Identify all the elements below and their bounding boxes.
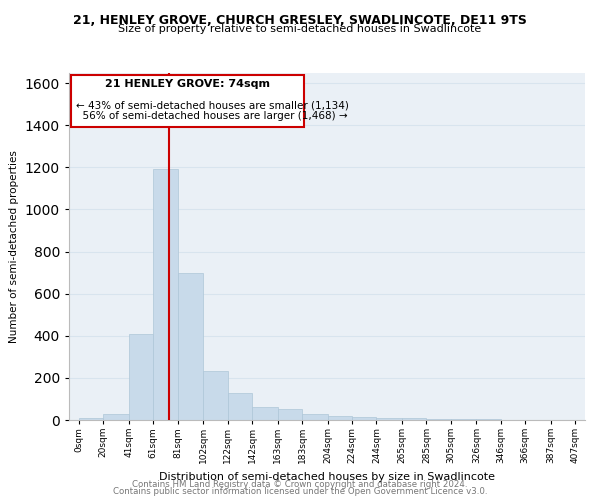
Bar [352,417,376,420]
Bar [451,419,476,420]
Bar [252,408,278,420]
Text: Contains HM Land Registry data © Crown copyright and database right 2024.: Contains HM Land Registry data © Crown c… [132,480,468,489]
Bar [178,272,203,420]
Bar [278,410,302,420]
Bar [129,334,153,420]
Bar [203,370,227,420]
Y-axis label: Number of semi-detached properties: Number of semi-detached properties [9,150,19,342]
X-axis label: Distribution of semi-detached houses by size in Swadlincote: Distribution of semi-detached houses by … [159,472,495,482]
Bar [302,414,328,420]
Bar [376,418,402,420]
Text: Contains public sector information licensed under the Open Government Licence v3: Contains public sector information licen… [113,487,487,496]
Bar [153,170,178,420]
Bar [328,416,352,420]
Text: ← 43% of semi-detached houses are smaller (1,134): ← 43% of semi-detached houses are smalle… [76,100,349,110]
Bar [227,392,252,420]
Bar [402,418,427,420]
Text: 56% of semi-detached houses are larger (1,468) →: 56% of semi-detached houses are larger (… [76,110,348,120]
Text: 21, HENLEY GROVE, CHURCH GRESLEY, SWADLINCOTE, DE11 9TS: 21, HENLEY GROVE, CHURCH GRESLEY, SWADLI… [73,14,527,27]
FancyBboxPatch shape [71,74,304,128]
Bar [103,414,129,420]
Text: 21 HENLEY GROVE: 74sqm: 21 HENLEY GROVE: 74sqm [106,79,271,89]
Bar [79,418,103,420]
Bar [427,419,451,420]
Text: Size of property relative to semi-detached houses in Swadlincote: Size of property relative to semi-detach… [118,24,482,34]
